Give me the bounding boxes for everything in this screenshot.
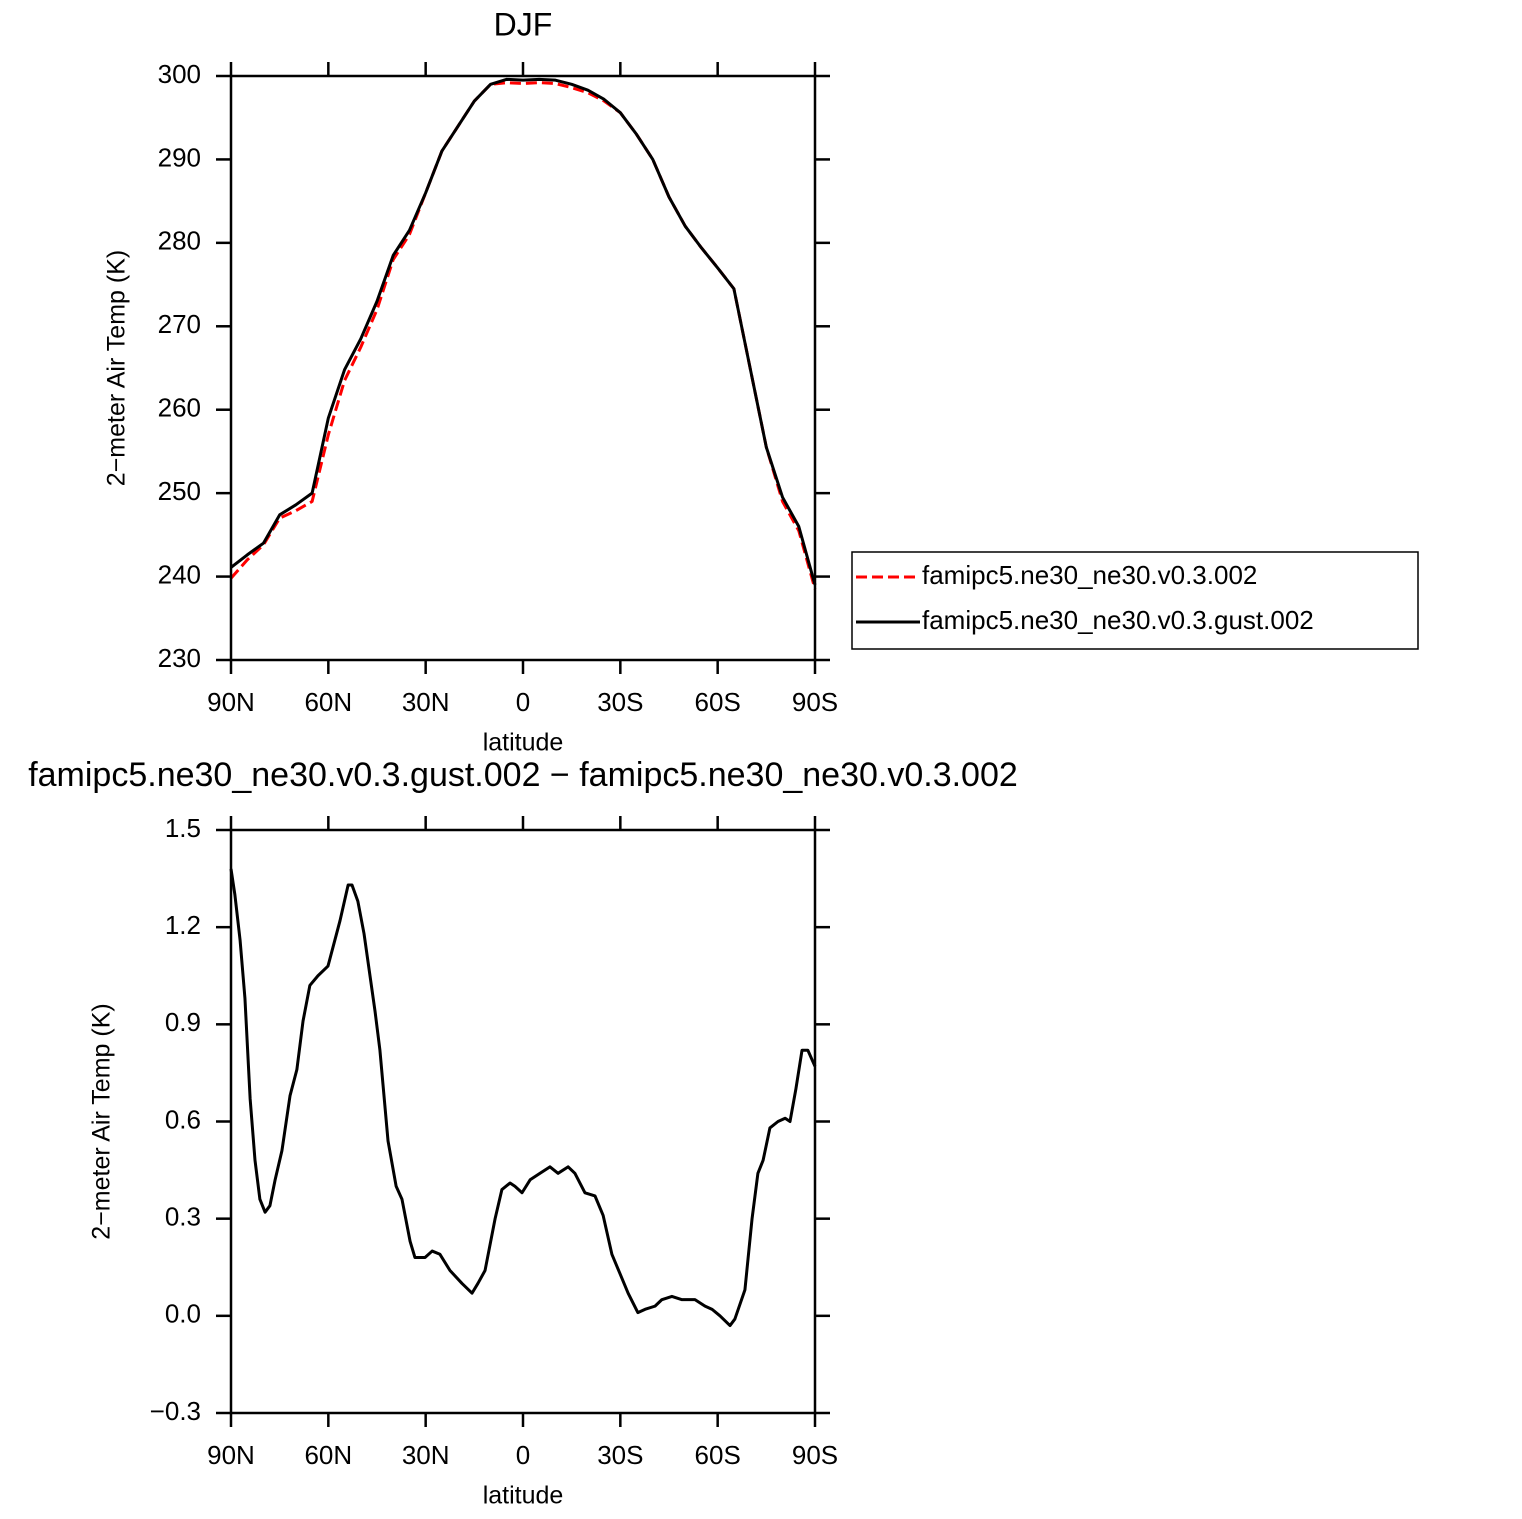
y-tick-label: 280 — [158, 226, 201, 256]
x-tick-label: 90N — [207, 687, 255, 717]
y-tick-label: 260 — [158, 393, 201, 423]
plot-frame — [229, 74, 817, 662]
x-tick-label: 30N — [402, 687, 450, 717]
y-tick-label: 250 — [158, 476, 201, 506]
y-tick-label: 0.0 — [165, 1299, 201, 1329]
x-tick-label: 30S — [597, 687, 643, 717]
x-tick-label: 0 — [516, 687, 530, 717]
x-tick-label: 60S — [695, 1440, 741, 1470]
y-tick-label: 270 — [158, 309, 201, 339]
y-axis-label: 2−meter Air Temp (K) — [103, 250, 131, 486]
x-tick-label: 60N — [304, 1440, 352, 1470]
legend-box — [851, 551, 1419, 650]
x-tick-label: 60S — [695, 687, 741, 717]
y-tick-label: 0.9 — [165, 1007, 201, 1037]
y-tick-label: 290 — [158, 142, 201, 172]
x-tick-label: 90S — [792, 687, 838, 717]
plot-frame — [229, 828, 817, 1415]
x-tick-label: 90N — [207, 1440, 255, 1470]
x-tick-label: 0 — [516, 1440, 530, 1470]
data-line — [230, 77, 817, 586]
chart-title: famipc5.ne30_ne30.v0.3.gust.002 − famipc… — [28, 756, 1018, 794]
data-line — [229, 868, 817, 1328]
data-line — [229, 81, 817, 590]
y-tick-label: 1.2 — [165, 910, 201, 940]
x-tick-label: 30N — [402, 1440, 450, 1470]
y-tick-label: 240 — [158, 559, 201, 589]
y-tick-label: 230 — [158, 643, 201, 673]
x-tick-label: 90S — [792, 1440, 838, 1470]
y-tick-label: 300 — [158, 59, 201, 89]
chart-title: DJF — [494, 6, 553, 42]
legend-label: famipc5.ne30_ne30.v0.3.gust.002 — [922, 605, 1314, 635]
legend-label: famipc5.ne30_ne30.v0.3.002 — [922, 560, 1257, 590]
x-axis-label: latitude — [483, 729, 564, 757]
y-tick-label: 1.5 — [165, 813, 201, 843]
x-axis-label: latitude — [483, 1482, 564, 1510]
y-tick-label: −0.3 — [150, 1396, 201, 1426]
y-axis-label: 2−meter Air Temp (K) — [88, 1003, 116, 1239]
y-tick-label: 0.6 — [165, 1104, 201, 1134]
x-tick-label: 60N — [304, 687, 352, 717]
y-tick-label: 0.3 — [165, 1202, 201, 1232]
x-tick-label: 30S — [597, 1440, 643, 1470]
